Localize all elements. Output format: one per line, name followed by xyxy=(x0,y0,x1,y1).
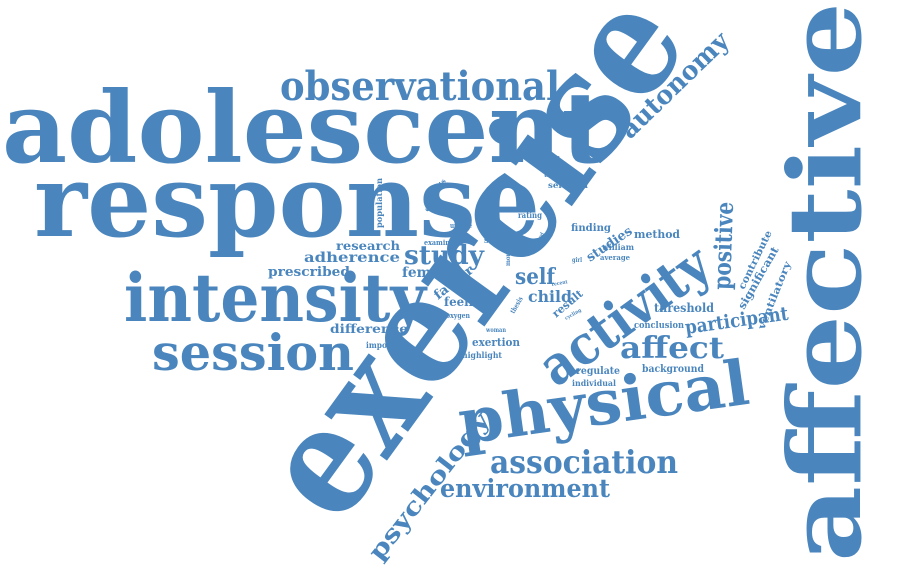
word-scale: scale xyxy=(484,236,508,246)
word-feeling: feeling xyxy=(444,295,491,309)
word-environment: environment xyxy=(440,474,610,503)
word-association: association xyxy=(490,443,678,481)
word-uptake: uptake xyxy=(450,221,472,230)
word-average: average xyxy=(600,253,631,262)
word-recent: recent xyxy=(551,279,568,288)
word-prescribed: prescribed xyxy=(268,265,350,280)
word-difference: difference xyxy=(330,322,408,336)
word-highlight: highlight xyxy=(462,350,502,360)
word-threshold: threshold xyxy=(654,301,715,315)
word-exertion: exertion xyxy=(472,336,520,349)
word-examine: examine xyxy=(424,238,454,247)
word-adherence: adherence xyxy=(304,250,400,266)
word-important: important xyxy=(366,340,408,350)
word-affective: affective xyxy=(766,2,884,562)
word-affect: affect xyxy=(620,331,724,366)
word-treadmill: treadmill xyxy=(544,170,578,179)
word-william: william xyxy=(601,242,634,252)
word-oxygen: oxygen xyxy=(446,311,470,320)
word-self: self xyxy=(515,264,556,290)
word-individual: individual xyxy=(572,378,616,388)
word-finding: finding xyxy=(571,223,611,234)
word-child: child xyxy=(528,287,572,306)
word-adolescent: adolescent xyxy=(2,71,608,186)
word-woman: woman xyxy=(485,327,506,334)
word-more: more xyxy=(505,250,512,266)
word-selected: selected xyxy=(548,180,588,190)
word-study: study xyxy=(404,241,485,271)
word-population: population xyxy=(374,178,384,228)
word-girl: girl xyxy=(572,257,583,264)
word-rating: rating xyxy=(518,210,542,220)
word-good: good xyxy=(535,231,546,245)
word-background: background xyxy=(642,364,704,375)
word-response: response xyxy=(34,142,540,260)
word-positive: positive xyxy=(707,201,739,290)
word-intensity: intensity xyxy=(124,259,428,337)
word-observational: observational xyxy=(280,63,560,110)
word-conclusion: conclusion xyxy=(634,321,684,331)
word-research: research xyxy=(336,239,400,253)
word-regulate: regulate xyxy=(576,366,620,377)
word-female: female xyxy=(402,265,454,281)
word-method: method xyxy=(634,228,680,241)
word-session: session xyxy=(152,323,354,382)
